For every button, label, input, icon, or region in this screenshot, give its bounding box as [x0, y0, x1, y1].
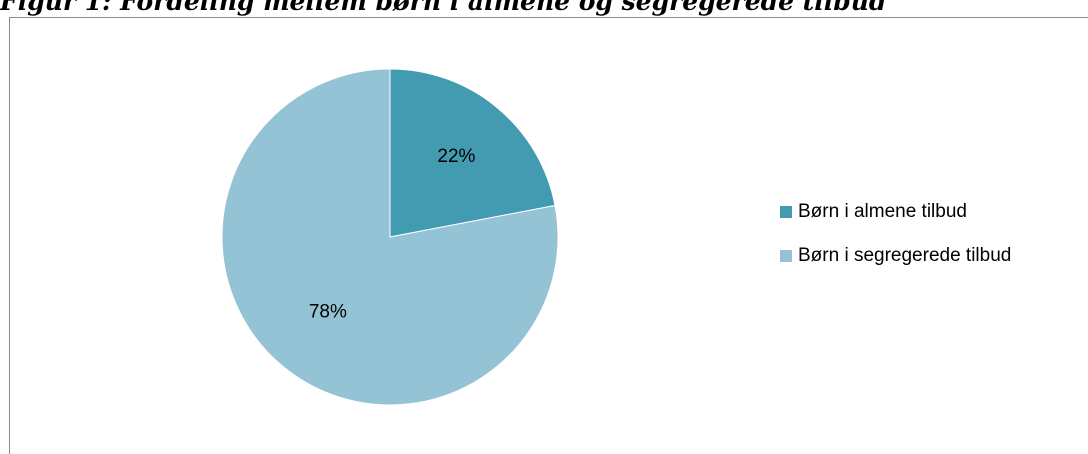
legend-item-segregerede: Børn i segregerede tilbud: [780, 245, 1011, 266]
legend-label-almene: Børn i almene tilbud: [798, 200, 967, 222]
pie-slice-0: [389, 68, 556, 238]
legend-item-almene: Børn i almene tilbud: [780, 201, 1011, 222]
figure-title: Figur 1: Fordeling mellem børn i almene …: [0, 0, 887, 16]
chart-legend: Børn i almene tilbud Børn i segregerede …: [780, 201, 1011, 289]
chart-area: [9, 17, 1088, 454]
data-label-1: 78%: [309, 302, 347, 323]
legend-swatch-segregerede: [780, 249, 792, 262]
legend-label-segregerede: Børn i segregerede tilbud: [798, 244, 1012, 266]
legend-swatch-almene: [780, 205, 792, 218]
data-label-0: 22%: [437, 146, 475, 167]
pie-slice-1: [221, 68, 559, 406]
